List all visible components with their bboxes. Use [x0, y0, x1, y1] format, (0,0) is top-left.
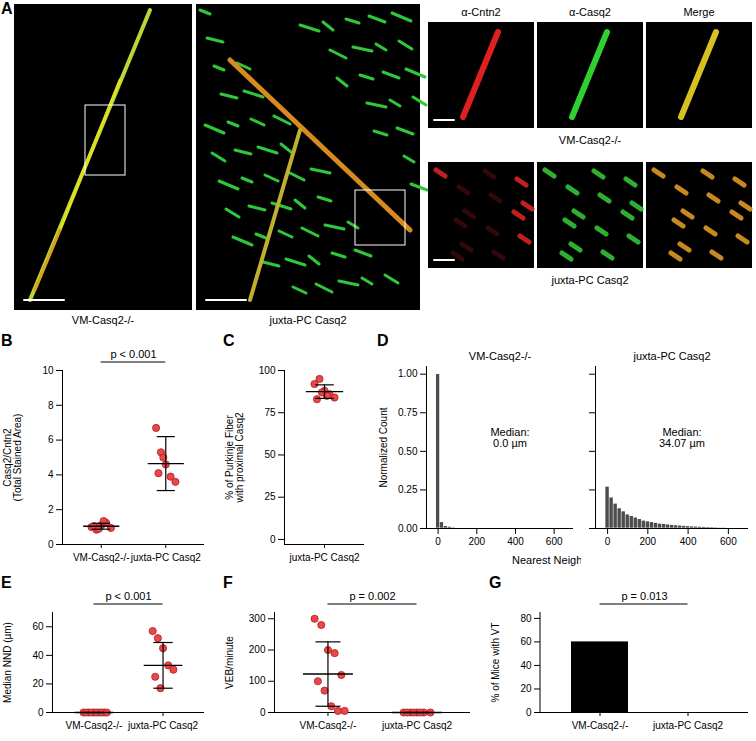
svg-text:p < 0.001: p < 0.001 [110, 348, 156, 360]
svg-text:juxta-PC Casq2: juxta-PC Casq2 [127, 720, 198, 731]
svg-text:juxta-PC Casq2: juxta-PC Casq2 [130, 552, 201, 563]
html-text:juxta-PC Casq2: juxta-PC Casq2 [269, 314, 347, 326]
svg-text:p < 0.001: p < 0.001 [105, 590, 151, 602]
html-text:Nearest Neighbor Distance (µm): Nearest Neighbor Distance (µm) [512, 554, 670, 566]
svg-text:VM-Casq2-/-: VM-Casq2-/- [572, 720, 629, 731]
html-text:Merge: Merge [683, 6, 715, 18]
html-text:F: F [223, 574, 233, 591]
svg-text:p = 0.013: p = 0.013 [621, 590, 667, 602]
svg-text:VM-Casq2-/-: VM-Casq2-/- [469, 350, 532, 362]
svg-text:4: 4 [48, 469, 54, 480]
svg-text:VM-Casq2-/-: VM-Casq2-/- [300, 720, 357, 731]
svg-text:0.50: 0.50 [398, 446, 418, 457]
svg-text:40: 40 [520, 660, 532, 671]
svg-text:VM-Casq2-/-: VM-Casq2-/- [73, 552, 130, 563]
html-text:B: B [1, 332, 13, 349]
svg-text:100: 100 [259, 365, 276, 376]
svg-text:6: 6 [48, 434, 54, 445]
svg-text:% of Purkinje Fiberwith proxim: % of Purkinje Fiberwith proximal Casq2 [224, 412, 245, 503]
svg-text:600: 600 [546, 536, 563, 547]
svg-text:Casq2/Cntn2(Total Stained Area: Casq2/Cntn2(Total Stained Area) [2, 414, 23, 502]
svg-text:0: 0 [270, 534, 276, 545]
html-text:α-Casq2: α-Casq2 [569, 6, 611, 18]
svg-text:juxta-PC Casq2: juxta-PC Casq2 [288, 552, 359, 563]
html-text:VM-Casq2-/-: VM-Casq2-/- [558, 134, 622, 146]
svg-text:Median:0.0 µm: Median:0.0 µm [490, 426, 529, 449]
svg-text:300: 300 [249, 613, 266, 624]
html-text:D: D [377, 332, 389, 349]
svg-text:0.75: 0.75 [398, 407, 418, 418]
svg-text:20: 20 [32, 678, 44, 689]
svg-text:8: 8 [48, 400, 54, 411]
svg-text:Normalized Count: Normalized Count [378, 407, 389, 487]
html-text:A: A [1, 0, 13, 17]
svg-text:80: 80 [520, 613, 532, 624]
svg-text:juxta-PC Casq2: juxta-PC Casq2 [652, 720, 723, 731]
svg-text:0: 0 [526, 707, 532, 718]
svg-text:0.25: 0.25 [398, 484, 418, 495]
svg-text:400: 400 [507, 536, 524, 547]
svg-text:200: 200 [249, 644, 266, 655]
html-text:C: C [223, 332, 235, 349]
svg-text:60: 60 [520, 636, 532, 647]
html-text:juxta-PC Casq2: juxta-PC Casq2 [551, 274, 629, 286]
html-text:α-Cntn2: α-Cntn2 [461, 6, 501, 18]
svg-text:0: 0 [435, 536, 441, 547]
svg-text:0: 0 [48, 539, 54, 550]
svg-text:1.00: 1.00 [398, 368, 418, 379]
svg-text:10: 10 [42, 365, 54, 376]
svg-text:200: 200 [468, 536, 485, 547]
svg-text:Median NND (µm): Median NND (µm) [2, 622, 13, 703]
svg-text:75: 75 [264, 407, 276, 418]
svg-text:juxta-PC Casq2: juxta-PC Casq2 [632, 350, 710, 362]
svg-text:VM-Casq2-/-: VM-Casq2-/- [66, 720, 123, 731]
svg-text:2: 2 [48, 504, 54, 515]
svg-text:0: 0 [605, 536, 611, 547]
svg-text:60: 60 [32, 621, 44, 632]
svg-text:600: 600 [720, 536, 737, 547]
svg-text:25: 25 [264, 491, 276, 502]
svg-text:0: 0 [260, 707, 266, 718]
svg-text:0: 0 [38, 707, 44, 718]
html-text:E: E [1, 574, 12, 591]
svg-text:Median:34.07 µm: Median:34.07 µm [659, 426, 705, 449]
svg-text:VEB/minute: VEB/minute [224, 636, 235, 689]
svg-text:400: 400 [680, 536, 697, 547]
svg-text:p = 0.002: p = 0.002 [349, 590, 395, 602]
svg-text:40: 40 [32, 650, 44, 661]
svg-text:100: 100 [249, 675, 266, 686]
html-text:G: G [489, 574, 502, 591]
svg-text:% of Mice with VT: % of Mice with VT [490, 622, 501, 702]
svg-text:200: 200 [639, 536, 656, 547]
svg-text:20: 20 [520, 683, 532, 694]
svg-text:0.00: 0.00 [398, 523, 418, 534]
svg-text:juxta-PC Casq2: juxta-PC Casq2 [381, 720, 452, 731]
svg-text:50: 50 [264, 449, 276, 460]
html-text:VM-Casq2-/-: VM-Casq2-/- [71, 314, 135, 326]
